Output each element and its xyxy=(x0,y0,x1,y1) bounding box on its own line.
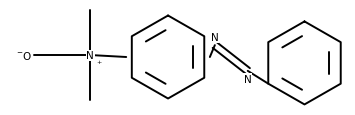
Text: N: N xyxy=(244,74,252,84)
Text: $^{-}$O: $^{-}$O xyxy=(16,50,33,62)
Text: N: N xyxy=(87,51,94,60)
Text: $^{+}$: $^{+}$ xyxy=(96,59,103,68)
Text: N: N xyxy=(211,33,219,43)
